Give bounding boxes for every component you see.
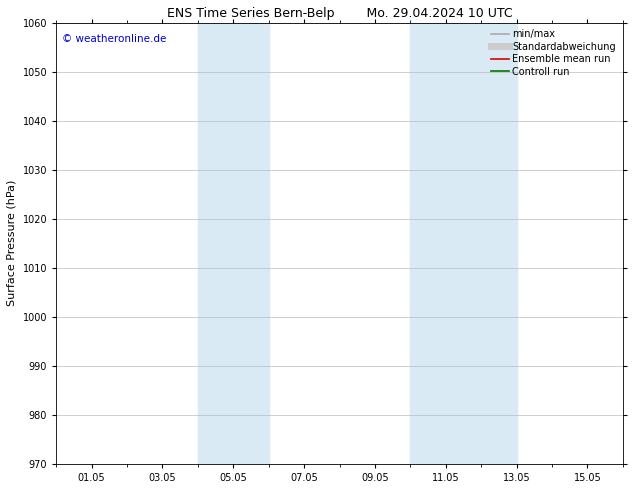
Y-axis label: Surface Pressure (hPa): Surface Pressure (hPa)	[7, 180, 17, 306]
Title: ENS Time Series Bern-Belp        Mo. 29.04.2024 10 UTC: ENS Time Series Bern-Belp Mo. 29.04.2024…	[167, 7, 512, 20]
Legend: min/max, Standardabweichung, Ensemble mean run, Controll run: min/max, Standardabweichung, Ensemble me…	[487, 25, 620, 80]
Bar	[198, 23, 269, 464]
Text: © weatheronline.de: © weatheronline.de	[62, 33, 166, 44]
Bar	[410, 23, 517, 464]
